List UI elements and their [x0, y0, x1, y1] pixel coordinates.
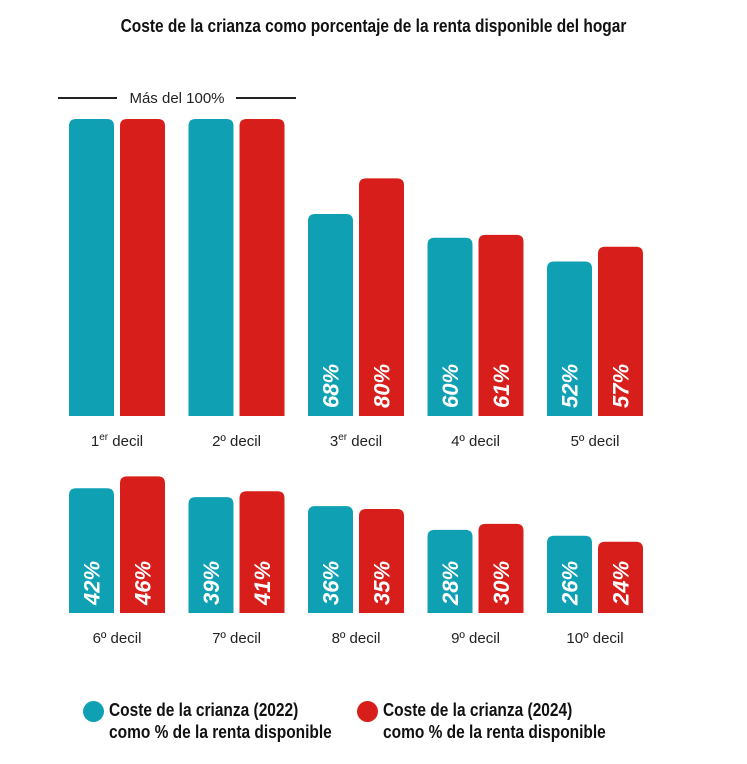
bar — [427, 237, 473, 416]
category-label: 7º decil — [212, 630, 261, 647]
bar — [308, 214, 353, 416]
bar — [188, 497, 234, 613]
bar — [478, 234, 524, 416]
data-label: 35% — [370, 561, 395, 605]
bar — [478, 523, 524, 613]
bar — [120, 119, 165, 416]
bar — [359, 178, 404, 416]
bar — [120, 476, 165, 613]
bar — [69, 119, 114, 416]
overflow-label: Más del 100% — [129, 90, 224, 107]
category-label: 5º decil — [571, 433, 620, 450]
data-label: 80% — [370, 364, 395, 408]
chart-title: Coste de la crianza como porcentaje de l… — [120, 16, 627, 36]
bar — [427, 529, 473, 613]
data-label: 60% — [438, 364, 463, 408]
data-label: 61% — [489, 364, 514, 408]
category-label: 4º decil — [451, 433, 500, 450]
category-label: 3er decil — [330, 432, 382, 450]
data-label: 28% — [438, 561, 463, 606]
bar — [239, 491, 285, 613]
legend-swatch-2024 — [357, 701, 378, 722]
bar — [69, 488, 114, 613]
bar — [598, 246, 643, 416]
data-label: 46% — [131, 561, 156, 606]
category-label: 6º decil — [93, 630, 142, 647]
legend-label-2022-line1: Coste de la crianza (2022) — [109, 700, 299, 720]
data-label: 26% — [558, 561, 583, 606]
legend-label-2024-line2: como % de la renta disponible — [383, 722, 606, 742]
bar — [359, 509, 404, 613]
data-label: 52% — [558, 364, 583, 408]
data-label: 68% — [319, 364, 344, 408]
bar — [598, 541, 643, 613]
category-label: 1er decil — [91, 432, 143, 450]
data-label: 36% — [319, 561, 344, 605]
legend-swatch-2022 — [83, 701, 104, 722]
category-label: 8º decil — [332, 630, 381, 647]
data-label: 39% — [199, 561, 224, 605]
data-label: 30% — [489, 561, 514, 605]
legend-item-2022: Coste de la crianza (2022) como % de la … — [83, 699, 368, 743]
bar — [547, 535, 592, 613]
data-label: 41% — [250, 561, 275, 606]
category-label: 10º decil — [566, 630, 623, 647]
data-label: 57% — [609, 364, 634, 408]
bar — [547, 261, 592, 416]
category-label: 9º decil — [451, 630, 500, 647]
bar — [239, 119, 285, 416]
bar — [188, 119, 234, 416]
legend-label-2024-line1: Coste de la crianza (2024) — [383, 700, 573, 720]
category-label: 2º decil — [212, 433, 261, 450]
legend-item-2024: Coste de la crianza (2024) como % de la … — [357, 699, 642, 743]
legend-label-2022-line2: como % de la renta disponible — [109, 722, 332, 742]
data-label: 24% — [609, 561, 634, 606]
data-label: 42% — [80, 561, 105, 606]
bar — [308, 506, 353, 613]
